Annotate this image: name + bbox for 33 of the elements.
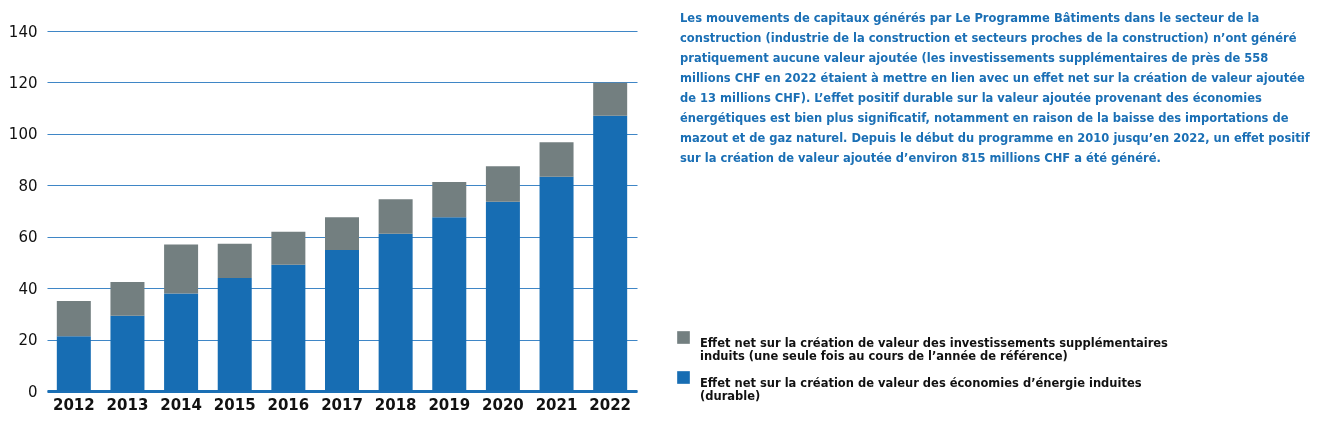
bar <box>593 82 628 116</box>
text: Les mouvements de capitaux générés par Le Programme Bâtiments dans le secteur de la construction (industrie de la construction et secteurs proches de la construction) n’ont généré pratiquement aucune valeur ajoutée (les investissements supplémentaires de près de 558 millions CHF en 2022 étaient à mettre en lien avec un effet net sur la création de valeur ajoutée de 13 millions CHF). L’effet positif durable sur la valeur ajoutée provenant des économies énergétiques est bien plus significatif, notamment en raison de la baisse des importations de mazout et de gaz naturel. Depuis le début du programme en 2010 jusqu’en 2022, un effet positif sur la création de valeur ajoutée d’environ 815 millions CHF a été généré. <box>680 10 1311 167</box>
legend-label: Effet net sur la création de valeur des économies d’énergie induites (durable) <box>700 375 1142 403</box>
bar <box>271 231 306 265</box>
bar <box>378 199 413 234</box>
x-tick-label: 2022 <box>589 395 632 414</box>
x-tick-label: 2015 <box>213 395 256 414</box>
y-tick-label: 0 <box>27 382 38 401</box>
bar <box>217 243 252 279</box>
x-tick-label: 2013 <box>106 395 149 414</box>
x-tick-label: 2016 <box>267 395 310 414</box>
bar <box>485 166 520 202</box>
bar <box>56 301 91 337</box>
bar <box>539 142 574 177</box>
y-tick-label: 40 <box>18 279 38 298</box>
x-tick-label: 2021 <box>535 395 578 414</box>
y-tick-label: 20 <box>18 331 38 350</box>
bar <box>325 217 359 251</box>
y-tick-label: 60 <box>18 228 38 247</box>
x-tick-label: 2020 <box>482 395 524 414</box>
legend-label: Effet net sur la création de valeur des investissements supplémentaires induits (une seule fois au cours de l’année de référence) <box>700 335 1169 363</box>
x-tick-label: 2012 <box>52 395 95 414</box>
y-tick-label: 140 <box>8 22 38 41</box>
y-tick-label: 100 <box>8 125 38 144</box>
y-tick-label: 120 <box>8 73 38 92</box>
x-tick-label: 2017 <box>321 395 363 414</box>
x-tick-label: 2014 <box>160 395 202 414</box>
bar <box>110 281 145 316</box>
x-tick-label: 2019 <box>428 395 471 414</box>
y-tick-label: 80 <box>18 176 38 195</box>
x-tick-label: 2018 <box>374 395 417 414</box>
bar <box>164 244 199 294</box>
bar <box>432 181 467 218</box>
